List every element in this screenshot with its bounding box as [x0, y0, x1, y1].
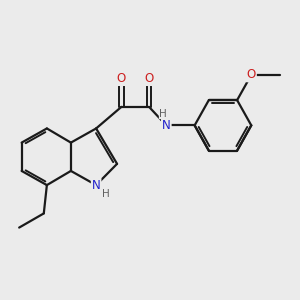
Text: H: H — [159, 109, 167, 119]
Text: O: O — [247, 68, 256, 81]
Text: H: H — [102, 189, 110, 199]
Text: N: N — [92, 178, 100, 192]
Text: O: O — [117, 72, 126, 85]
Text: N: N — [162, 119, 171, 132]
Text: O: O — [145, 72, 154, 85]
